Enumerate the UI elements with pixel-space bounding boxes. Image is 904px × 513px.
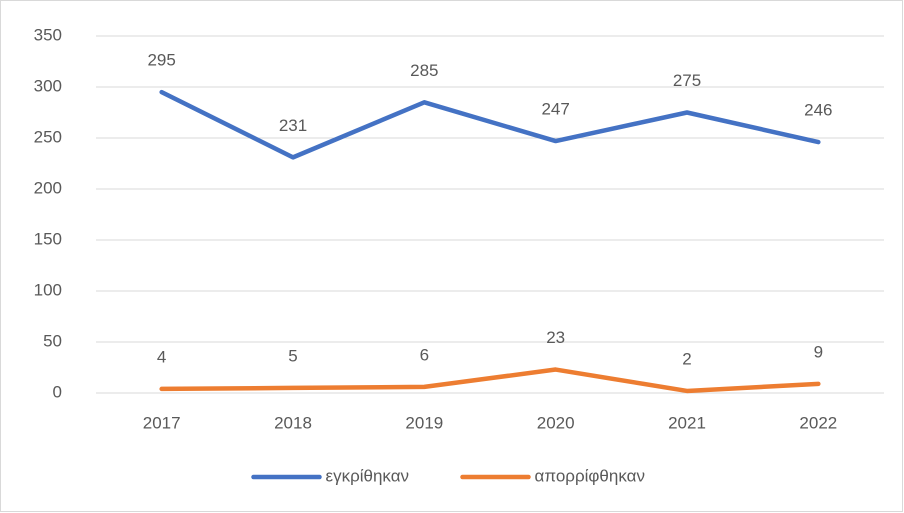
y-tick-label: 200	[34, 178, 62, 197]
data-label: 295	[147, 51, 175, 70]
data-label: 6	[420, 345, 429, 364]
data-label: 5	[288, 346, 297, 365]
data-label: 23	[546, 328, 565, 347]
data-label: 275	[673, 71, 701, 90]
y-tick-label: 0	[53, 382, 62, 401]
data-label: 247	[541, 100, 569, 119]
data-label: 246	[804, 101, 832, 120]
data-label: 4	[157, 347, 166, 366]
y-tick-label: 250	[34, 127, 62, 146]
y-tick-label: 100	[34, 280, 62, 299]
y-tick-label: 50	[43, 331, 62, 350]
x-tick-label: 2021	[668, 413, 706, 432]
x-tick-label: 2017	[143, 413, 181, 432]
x-tick-label: 2022	[799, 413, 837, 432]
y-tick-label: 350	[34, 25, 62, 44]
y-tick-label: 300	[34, 76, 62, 95]
x-tick-label: 2018	[274, 413, 312, 432]
data-label: 9	[814, 342, 823, 361]
series-line	[159, 89, 821, 160]
legend-label: εγκρίθηκαν	[326, 466, 410, 485]
x-tick-label: 2019	[405, 413, 443, 432]
data-label: 2	[682, 349, 691, 368]
y-tick-label: 150	[34, 229, 62, 248]
x-tick-label: 2020	[537, 413, 575, 432]
series-line	[159, 367, 821, 394]
data-label: 231	[279, 116, 307, 135]
data-label: 285	[410, 61, 438, 80]
legend-label: απορρίφθηκαν	[535, 466, 645, 485]
